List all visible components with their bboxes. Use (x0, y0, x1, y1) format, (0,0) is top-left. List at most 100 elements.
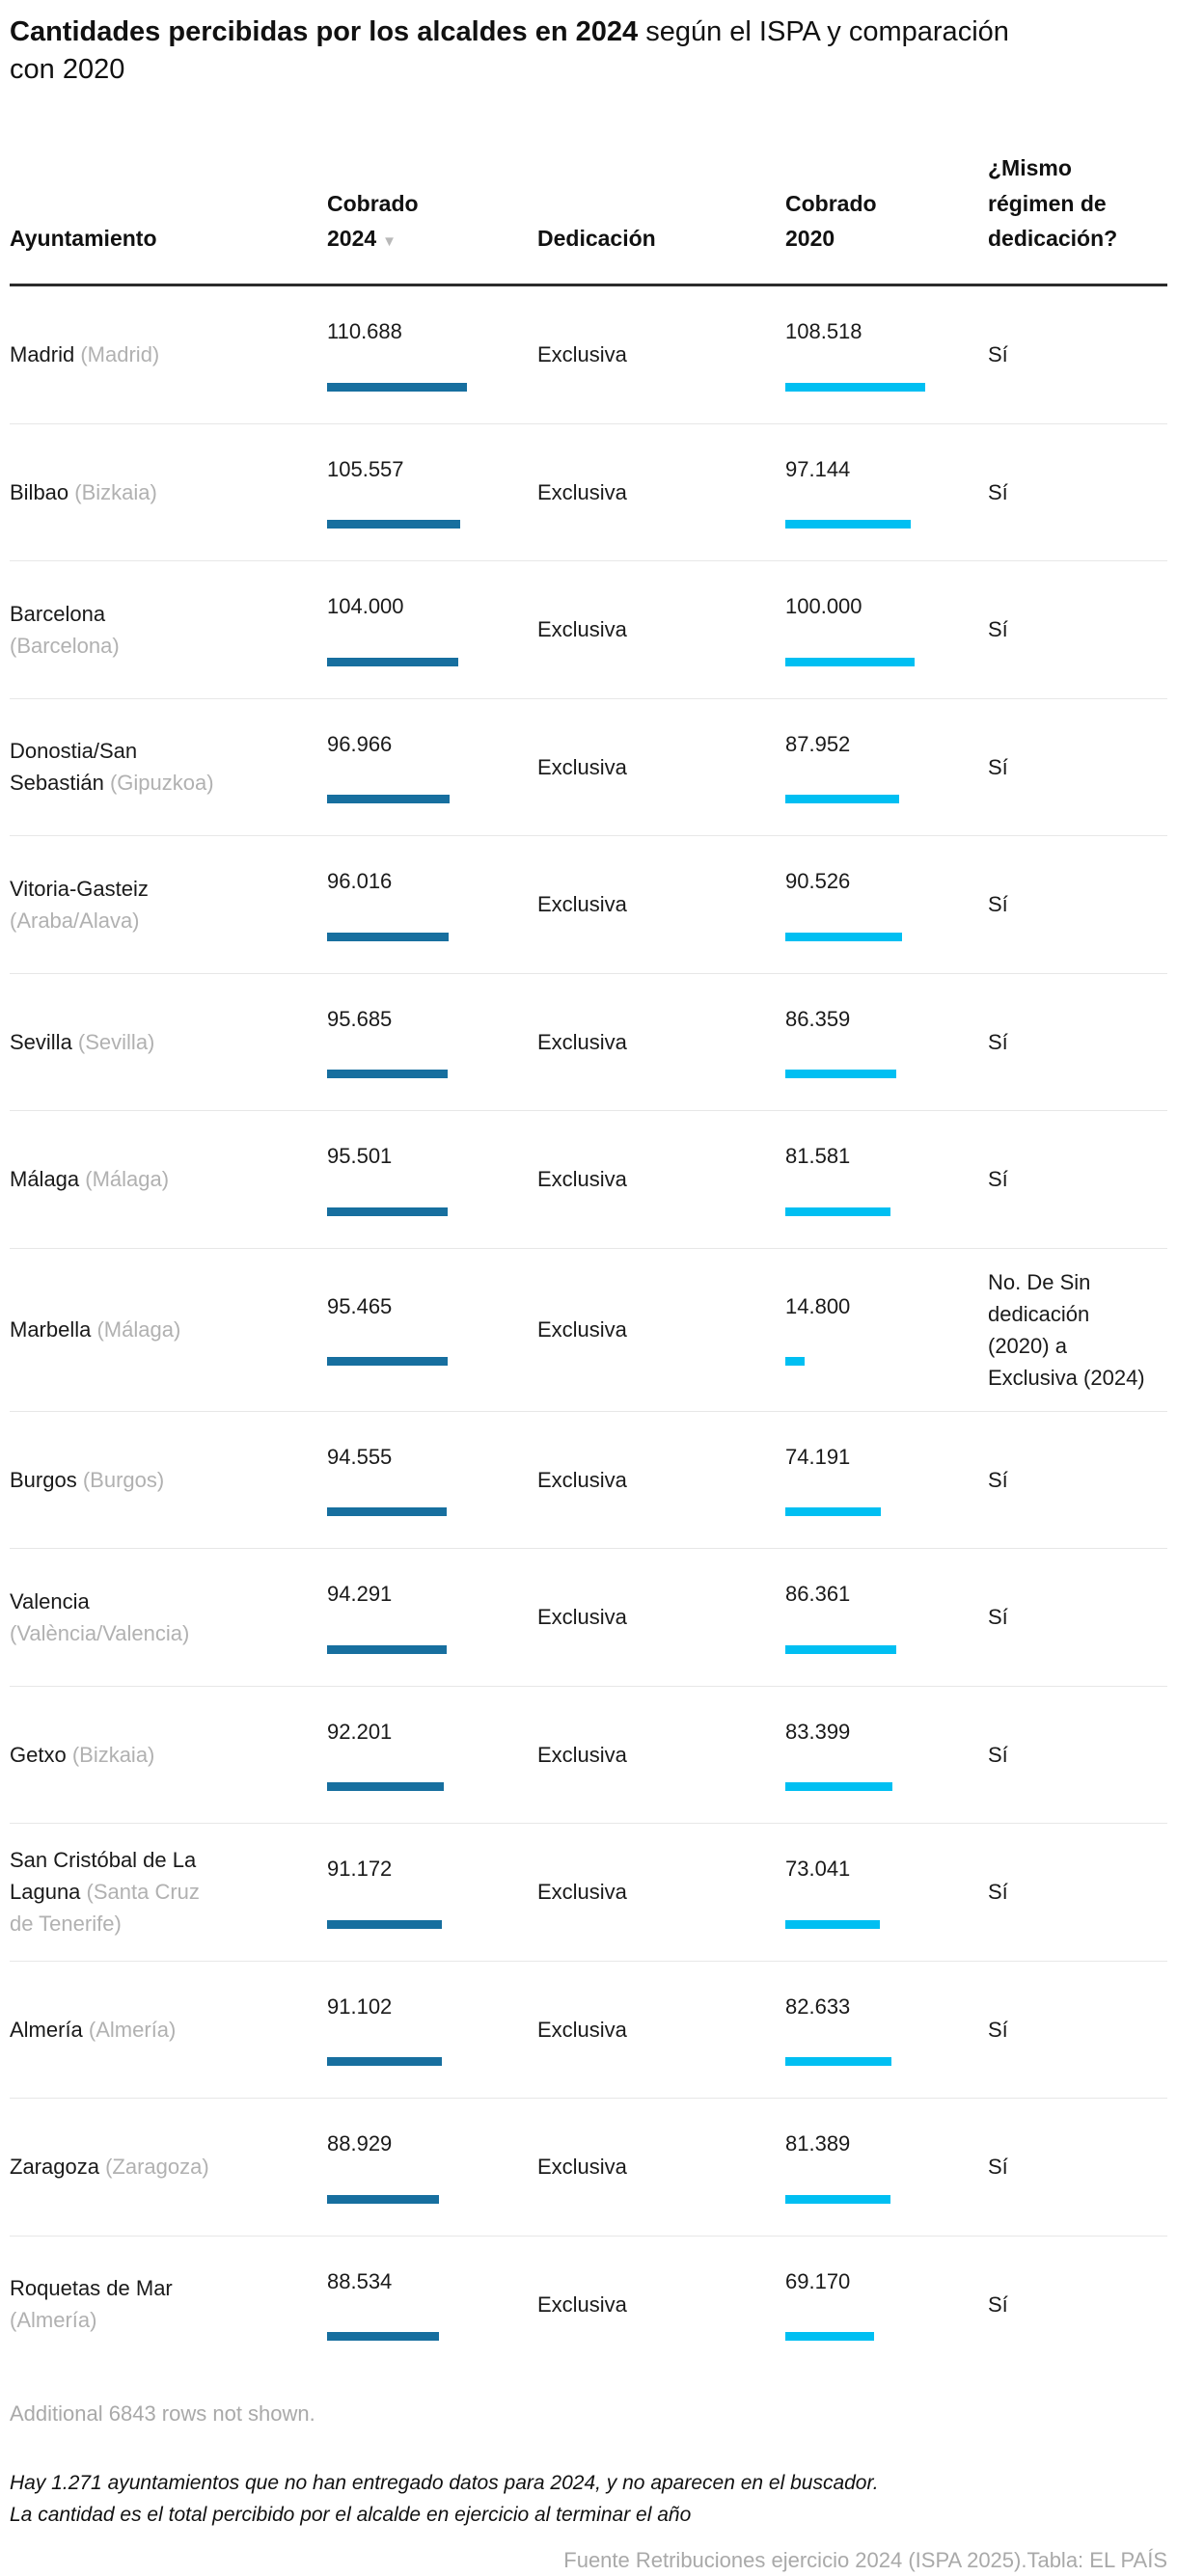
dedicacion-cell: Exclusiva (537, 1317, 627, 1342)
bar-2020 (785, 1070, 896, 1079)
cobrado-2020-cell: 83.399 (785, 1687, 988, 1824)
bar-2024 (327, 2194, 439, 2204)
cobrado-2024-cell: 94.555 (327, 1412, 537, 1549)
sort-desc-icon: ▼ (382, 233, 397, 251)
cobrado-2020-cell: 86.361 (785, 1549, 988, 1686)
cobrado-2020-value: 83.399 (785, 1719, 851, 1744)
mismo-regimen-cell: Sí (988, 2291, 1008, 2317)
municipality-province: (Madrid) (80, 342, 160, 367)
table-row: Valencia (València/Valencia) 94.291 Excl… (10, 1549, 1167, 1687)
bar-2020 (785, 795, 899, 804)
bar-2024 (327, 2057, 442, 2067)
mismo-regimen-cell: Sí (988, 1880, 1008, 1905)
cobrado-2024-value: 105.557 (327, 456, 404, 481)
bar-2020 (785, 2332, 874, 2342)
column-header-ayuntamiento[interactable]: Ayuntamiento (10, 226, 157, 252)
municipality-province: (Zaragoza) (105, 2155, 209, 2180)
bar-2024 (327, 1070, 448, 1079)
footnotes: Hay 1.271 ayuntamientos que no han entre… (10, 2468, 1167, 2531)
table-row: Roquetas de Mar (Almería) 88.534 Exclusi… (10, 2237, 1167, 2373)
dedicacion-cell: Exclusiva (537, 342, 627, 367)
cobrado-2020-value: 90.526 (785, 869, 851, 894)
municipality-province: (Gipuzkoa) (109, 771, 214, 796)
bar-2020 (785, 2057, 891, 2067)
bar-2024 (327, 1207, 448, 1216)
municipality-cell: Zaragoza (Zaragoza) (10, 2151, 327, 2183)
cobrado-2024-value: 95.501 (327, 1144, 393, 1169)
municipality-name: Donostia/San Sebastián (10, 739, 138, 796)
municipality-cell: Getxo (Bizkaia) (10, 1739, 327, 1771)
municipality-province: (Almería) (88, 2017, 177, 2042)
cobrado-2020-value: 86.361 (785, 1582, 851, 1607)
municipality-cell: Valencia (València/Valencia) (10, 1586, 327, 1649)
bar-2024 (327, 1644, 447, 1654)
cobrado-2024-value: 88.929 (327, 2131, 393, 2156)
municipality-cell: Vitoria-Gasteiz (Araba/Alava) (10, 873, 327, 936)
cobrado-2024-cell: 88.929 (327, 2099, 537, 2236)
cobrado-2024-cell: 105.557 (327, 424, 537, 561)
bar-2024 (327, 2332, 439, 2342)
bar-2024 (327, 1782, 444, 1792)
mismo-regimen-cell: Sí (988, 1467, 1008, 1492)
table-row: Bilbao (Bizkaia) 105.557 Exclusiva 97.14… (10, 424, 1167, 562)
column-header-cobrado-2020[interactable]: Cobrado 2020 (785, 190, 877, 252)
municipality-province: (Bizkaia) (71, 1742, 155, 1767)
column-header-dedicacion[interactable]: Dedicación (537, 226, 656, 252)
cobrado-2020-value: 82.633 (785, 1993, 851, 2019)
column-header-cobrado-2024[interactable]: Cobrado 2024 ▼ (327, 190, 419, 252)
table-row: Barcelona (Barcelona) 104.000 Exclusiva … (10, 561, 1167, 699)
bar-2024 (327, 1507, 447, 1517)
municipality-name: Valencia (10, 1588, 90, 1613)
bar-2020 (785, 1207, 890, 1216)
mismo-regimen-cell: Sí (988, 1742, 1008, 1767)
cobrado-2024-cell: 94.291 (327, 1549, 537, 1686)
municipality-cell: Madrid (Madrid) (10, 339, 327, 370)
dedicacion-cell: Exclusiva (537, 1742, 627, 1767)
municipality-name: Burgos (10, 1467, 83, 1492)
municipality-province: (Sevilla) (77, 1029, 155, 1054)
cobrado-2024-value: 96.966 (327, 731, 393, 756)
cobrado-2020-cell: 81.581 (785, 1111, 988, 1248)
municipality-province: (Málaga) (85, 1167, 170, 1192)
cobrado-2024-cell: 91.102 (327, 1962, 537, 2099)
municipality-cell: Sevilla (Sevilla) (10, 1026, 327, 1058)
bar-2024 (327, 1919, 442, 1929)
municipality-name: Vitoria-Gasteiz (10, 876, 149, 901)
cobrado-2020-value: 69.170 (785, 2268, 851, 2293)
table-row: Marbella (Málaga) 95.465 Exclusiva 14.80… (10, 1249, 1167, 1412)
dedicacion-cell: Exclusiva (537, 479, 627, 504)
cobrado-2020-cell: 82.633 (785, 1962, 988, 2099)
table-row: San Cristóbal de La Laguna (Santa Cruz d… (10, 1824, 1167, 1962)
bar-2024 (327, 795, 450, 804)
dedicacion-cell: Exclusiva (537, 1167, 627, 1192)
mismo-regimen-cell: Sí (988, 892, 1008, 917)
table-row: Zaragoza (Zaragoza) 88.929 Exclusiva 81.… (10, 2099, 1167, 2237)
cobrado-2020-value: 73.041 (785, 1857, 851, 1882)
bar-2020 (785, 1507, 881, 1517)
municipality-cell: Almería (Almería) (10, 2014, 327, 2046)
table-row: Donostia/San Sebastián (Gipuzkoa) 96.966… (10, 699, 1167, 837)
mismo-regimen-cell: Sí (988, 1029, 1008, 1054)
mismo-regimen-cell: Sí (988, 479, 1008, 504)
cobrado-2020-cell: 86.359 (785, 974, 988, 1111)
municipality-name: Sevilla (10, 1029, 78, 1054)
dedicacion-cell: Exclusiva (537, 2291, 627, 2317)
cobrado-2020-value: 87.952 (785, 731, 851, 756)
bar-2020 (785, 520, 911, 529)
cobrado-2020-value: 81.389 (785, 2131, 851, 2156)
cobrado-2024-cell: 96.966 (327, 699, 537, 836)
bar-2020 (785, 1357, 805, 1367)
column-header-mismo-regimen[interactable]: ¿Mismo régimen de dedicación? (988, 154, 1118, 252)
table-row: Sevilla (Sevilla) 95.685 Exclusiva 86.35… (10, 974, 1167, 1112)
cobrado-2024-value: 94.555 (327, 1444, 393, 1469)
municipality-cell: Donostia/San Sebastián (Gipuzkoa) (10, 735, 327, 799)
bar-2024 (327, 657, 458, 666)
dedicacion-cell: Exclusiva (537, 2155, 627, 2180)
bar-2020 (785, 1782, 892, 1792)
cobrado-2020-value: 14.800 (785, 1293, 851, 1318)
cobrado-2020-cell: 87.952 (785, 699, 988, 836)
bar-2024 (327, 520, 460, 529)
municipality-cell: Roquetas de Mar (Almería) (10, 2272, 327, 2336)
table-body: Madrid (Madrid) 110.688 Exclusiva 108.51… (10, 286, 1167, 2373)
cobrado-2024-value: 95.685 (327, 1006, 393, 1031)
